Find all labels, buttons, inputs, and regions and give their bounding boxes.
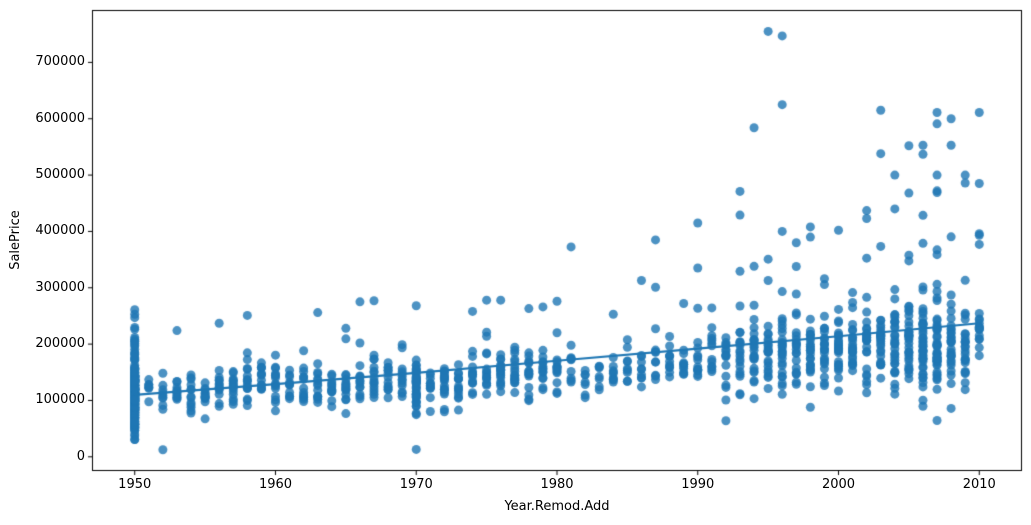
y-tick-label: 600000 bbox=[35, 110, 85, 126]
x-tick-label: 1970 bbox=[399, 477, 433, 492]
x-tick-label: 1990 bbox=[681, 477, 715, 492]
y-tick-label: 700000 bbox=[35, 54, 85, 70]
x-tick-label: 2010 bbox=[962, 477, 996, 492]
y-tick-label: 0 bbox=[76, 448, 85, 464]
x-tick-label: 1980 bbox=[540, 477, 574, 492]
x-tick-label: 1950 bbox=[118, 477, 152, 492]
x-tick-label: 1960 bbox=[258, 477, 293, 492]
y-tick-label: 500000 bbox=[35, 167, 85, 183]
y-tick-label: 200000 bbox=[35, 336, 85, 352]
y-tick-label: 100000 bbox=[35, 392, 85, 408]
y-tick-label: 300000 bbox=[35, 279, 85, 295]
x-tick-label: 2000 bbox=[821, 477, 856, 492]
y-axis-label: SalePrice bbox=[8, 210, 23, 270]
y-tick-label: 400000 bbox=[35, 223, 85, 239]
x-axis-label: Year.Remod.Add bbox=[504, 499, 610, 514]
